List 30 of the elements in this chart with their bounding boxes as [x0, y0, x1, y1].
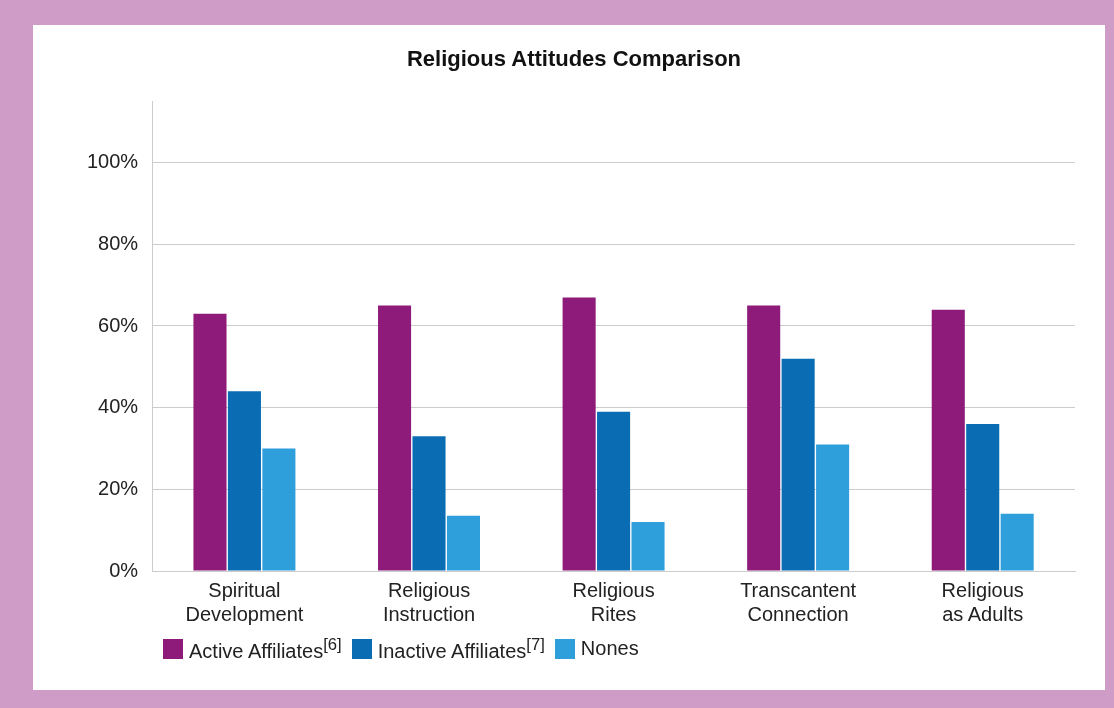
x-tick-label: Spiritual Development [185, 578, 304, 625]
bar [262, 448, 296, 571]
y-tick-label: 40% [98, 395, 139, 418]
bar [412, 436, 446, 571]
bar [781, 358, 815, 571]
bar [597, 411, 631, 571]
x-tick-label: Religious Instruction [382, 578, 476, 625]
bar [193, 313, 227, 571]
bar [446, 515, 480, 571]
y-tick-label: 20% [98, 476, 139, 499]
bar [227, 391, 261, 571]
legend-label: Inactive Affiliates$^{[7]}$ [377, 635, 545, 663]
bar [378, 305, 412, 571]
x-tick-label: Religious Rites [572, 578, 655, 625]
x-tick-label: Transcantent Connection [740, 578, 857, 625]
x-tick-label: Religious as Adults [941, 578, 1024, 625]
y-tick-label: 60% [98, 313, 139, 336]
bar [631, 522, 665, 571]
bar [966, 424, 1000, 571]
bar [816, 444, 850, 571]
chart-title: Religious Attitudes Comparison [406, 46, 742, 72]
bar [1000, 513, 1034, 571]
bar [931, 309, 965, 571]
y-tick-label: 0% [109, 558, 139, 581]
bar [562, 297, 596, 571]
legend-label: Active Affiliates$^{[6]}$ [189, 635, 342, 663]
y-tick-label: 80% [98, 231, 139, 254]
legend-label: Nones [580, 637, 639, 661]
y-tick-label: 100% [87, 150, 139, 173]
bar [747, 305, 781, 571]
